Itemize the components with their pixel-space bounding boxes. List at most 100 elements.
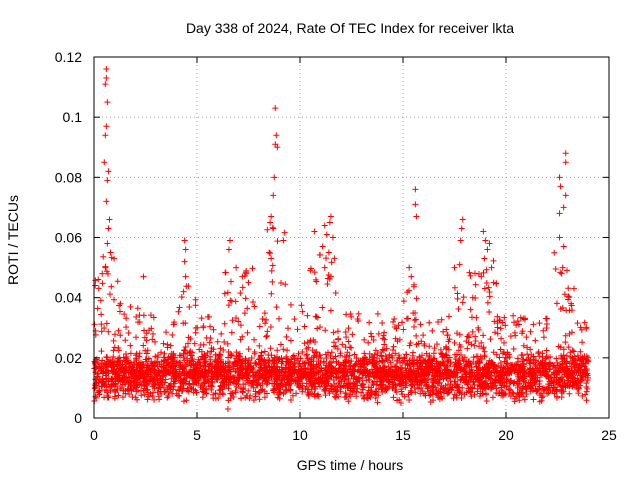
- data-point: [299, 308, 306, 315]
- data-point-outlier: [245, 279, 252, 286]
- data-point: [571, 364, 578, 371]
- data-point: [565, 344, 572, 351]
- data-point-outlier: [560, 204, 567, 211]
- data-point: [177, 359, 184, 366]
- data-point: [235, 381, 242, 388]
- data-point: [565, 285, 572, 292]
- data-point: [345, 357, 352, 364]
- data-point: [550, 377, 557, 384]
- data-point: [177, 377, 184, 384]
- data-point: [406, 342, 413, 349]
- data-point-outlier: [323, 231, 330, 238]
- data-point: [136, 312, 143, 319]
- data-point: [575, 385, 582, 392]
- data-point: [331, 255, 338, 262]
- data-point: [393, 369, 400, 376]
- data-point: [221, 338, 228, 345]
- data-point: [446, 313, 453, 320]
- data-point: [386, 367, 393, 374]
- data-point-outlier: [327, 273, 334, 280]
- data-point: [148, 325, 155, 332]
- data-point: [309, 382, 316, 389]
- data-point: [92, 327, 99, 334]
- data-point: [252, 388, 259, 395]
- data-point: [583, 397, 590, 404]
- data-point: [451, 378, 458, 385]
- data-point: [303, 351, 310, 358]
- data-point: [217, 383, 224, 390]
- data-point: [390, 318, 397, 325]
- data-point: [117, 332, 124, 339]
- data-point-outlier: [226, 237, 233, 244]
- data-point: [242, 366, 249, 373]
- data-point: [483, 266, 490, 273]
- data-point: [456, 331, 463, 338]
- data-point: [214, 368, 221, 375]
- data-point: [577, 324, 584, 331]
- data-point: [197, 362, 204, 369]
- data-point: [454, 295, 461, 302]
- data-point: [235, 362, 242, 369]
- data-point: [221, 320, 228, 327]
- data-point: [216, 391, 223, 398]
- data-point: [478, 339, 485, 346]
- data-point: [484, 382, 491, 389]
- data-point: [307, 338, 313, 345]
- data-point: [256, 396, 263, 403]
- data-point: [238, 369, 245, 376]
- data-point-outlier: [329, 234, 336, 241]
- data-point: [573, 381, 580, 388]
- data-point: [528, 373, 535, 380]
- data-point: [317, 324, 324, 331]
- data-point: [412, 316, 419, 323]
- data-point: [491, 318, 498, 325]
- data-point: [140, 378, 147, 385]
- data-point: [118, 377, 125, 384]
- data-point: [282, 281, 289, 288]
- data-point: [475, 324, 482, 331]
- data-point: [331, 393, 338, 400]
- data-point: [327, 385, 334, 392]
- data-point: [410, 359, 417, 366]
- data-point: [496, 354, 503, 361]
- data-point-outlier: [266, 249, 273, 256]
- data-point: [278, 354, 285, 361]
- data-point-outlier: [457, 237, 464, 244]
- data-point: [367, 393, 374, 400]
- data-point: [162, 369, 169, 376]
- data-point: [342, 358, 349, 365]
- data-point-outlier: [103, 75, 110, 82]
- data-point: [480, 369, 487, 376]
- data-point: [246, 364, 253, 371]
- data-point-outlier: [180, 288, 187, 295]
- data-point: [418, 378, 425, 385]
- data-point: [162, 388, 169, 395]
- data-point: [311, 269, 318, 276]
- data-point: [346, 391, 353, 398]
- data-point: [394, 375, 401, 382]
- data-point: [348, 358, 355, 365]
- data-point: [454, 374, 461, 381]
- data-point: [122, 380, 129, 387]
- data-point: [390, 343, 397, 350]
- data-point: [192, 296, 199, 303]
- data-point: [98, 311, 105, 318]
- data-point: [111, 395, 118, 402]
- data-point: [530, 396, 537, 403]
- data-point: [542, 315, 549, 322]
- data-point: [167, 342, 174, 349]
- data-point: [98, 383, 105, 390]
- data-point: [242, 360, 249, 367]
- data-point: [92, 282, 99, 289]
- data-point: [125, 329, 132, 336]
- data-point: [394, 338, 401, 345]
- data-point: [334, 345, 341, 352]
- data-point: [176, 386, 183, 393]
- data-point: [199, 388, 206, 395]
- data-point: [455, 347, 462, 354]
- data-point: [460, 377, 467, 384]
- data-point: [443, 352, 450, 359]
- data-point: [519, 352, 526, 359]
- data-point: [180, 376, 187, 383]
- data-point: [455, 305, 462, 312]
